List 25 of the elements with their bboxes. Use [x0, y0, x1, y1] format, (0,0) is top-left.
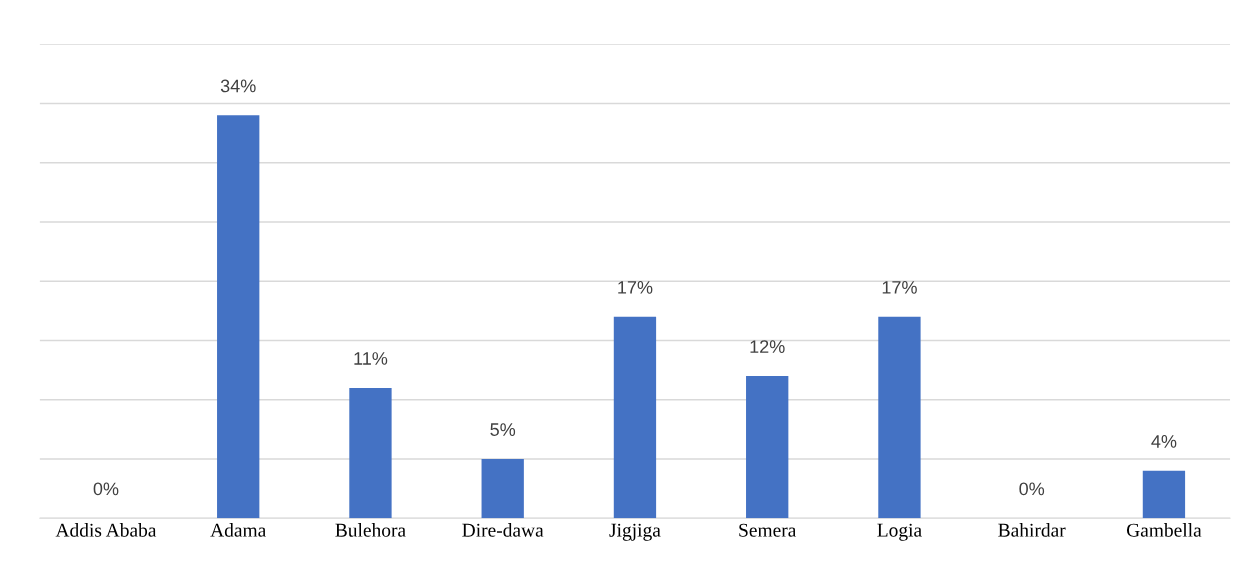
x-tick-label: Semera	[739, 523, 797, 537]
data-label: 11%	[354, 352, 388, 365]
bar	[613, 316, 657, 519]
x-tick-label: Jigjiga	[609, 523, 661, 541]
x-tick-label: Addis Ababa	[55, 523, 157, 537]
bar	[1142, 470, 1186, 519]
bar	[746, 376, 789, 519]
bar	[481, 458, 524, 519]
data-label: 0%	[1019, 482, 1045, 496]
data-label: 5%	[490, 423, 516, 436]
bar	[349, 387, 392, 519]
x-tick-label: Bulehora	[335, 523, 406, 537]
data-label: 17%	[618, 281, 653, 294]
data-label: 12%	[750, 340, 785, 353]
x-tick-label: Dire-dawa	[462, 523, 544, 537]
x-tick-label: Logia	[877, 523, 922, 541]
data-label: 34%	[220, 79, 256, 93]
data-label: 4%	[1151, 435, 1177, 448]
data-label: 0%	[93, 482, 119, 496]
bar	[217, 115, 260, 519]
data-label: 17%	[882, 281, 917, 294]
x-tick-label: Adama	[210, 523, 267, 537]
x-tick-label: Bahirdar	[998, 523, 1066, 537]
bar	[878, 316, 921, 519]
x-tick-label: Gambella	[1126, 523, 1202, 537]
